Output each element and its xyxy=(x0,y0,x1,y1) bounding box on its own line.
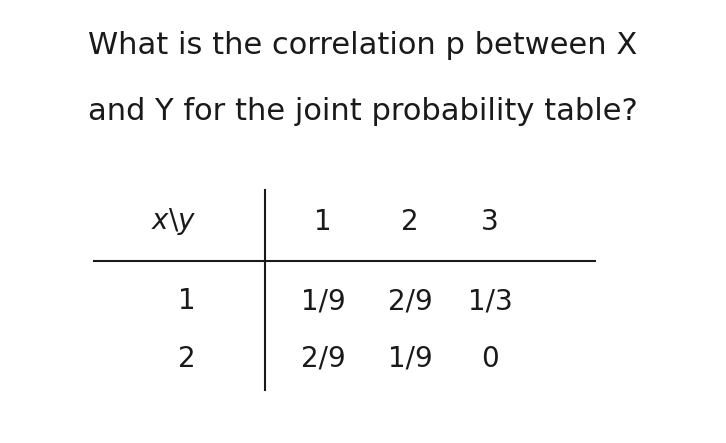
Text: 3: 3 xyxy=(481,207,499,236)
Text: 2: 2 xyxy=(179,345,196,373)
Text: 0: 0 xyxy=(481,345,499,373)
Text: 1/9: 1/9 xyxy=(388,345,433,373)
Text: and Y for the joint probability table?: and Y for the joint probability table? xyxy=(88,97,638,126)
Text: What is the correlation p between X: What is the correlation p between X xyxy=(89,31,637,60)
Text: 1/3: 1/3 xyxy=(468,287,513,315)
Text: 1: 1 xyxy=(314,207,332,236)
Text: $x\backslash y$: $x\backslash y$ xyxy=(151,206,196,237)
Text: 1: 1 xyxy=(179,287,196,315)
Text: 2/9: 2/9 xyxy=(388,287,433,315)
Text: 1/9: 1/9 xyxy=(301,287,346,315)
Text: 2: 2 xyxy=(401,207,419,236)
Text: 2/9: 2/9 xyxy=(301,345,346,373)
